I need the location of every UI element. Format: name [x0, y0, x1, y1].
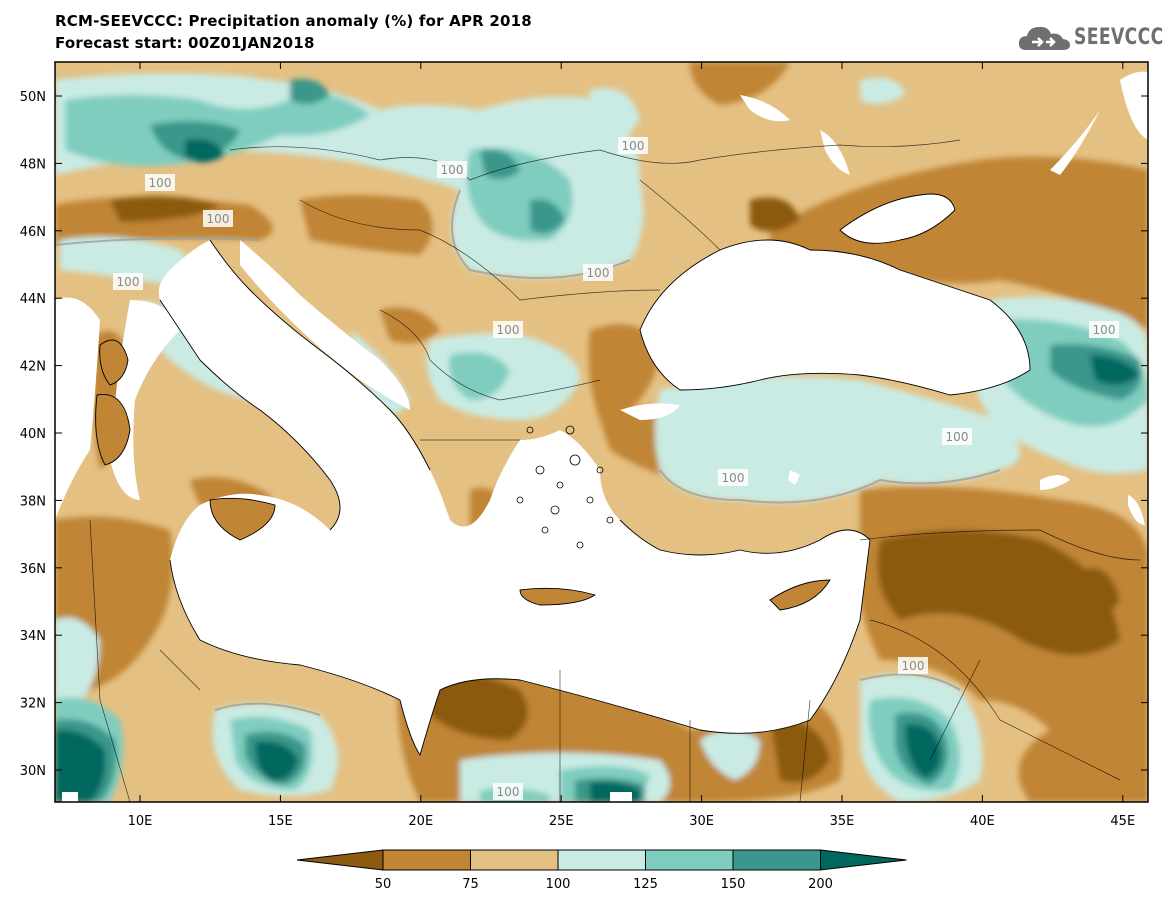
contour-label-bg [618, 137, 648, 154]
contour-label: 100 [587, 266, 610, 280]
colorbar-tick-label: 150 [721, 877, 746, 892]
lon-label: 10E [128, 814, 153, 829]
latitude-axis: 50N 48N 46N 44N 42N 40N 38N 36N 34N 32N 30N [20, 90, 1148, 779]
lon-label: 20E [408, 814, 433, 829]
colorbar-tick-label: 75 [462, 877, 479, 892]
contour-label: 100 [207, 212, 230, 226]
lat-label: 44N [20, 292, 46, 307]
contour-label: 100 [1093, 323, 1116, 337]
lon-label: 40E [970, 814, 995, 829]
contour-label-bg [493, 783, 523, 800]
lat-label: 32N [20, 697, 46, 712]
contour-label-bg [113, 273, 143, 290]
contour-labels: 100 100 100 100 100 100 100 100 100 100 100 100 [113, 137, 1119, 800]
contour-label: 100 [117, 275, 140, 289]
logo-text: SEEVCCC [1074, 25, 1164, 50]
contour-label-bg [583, 264, 613, 281]
colorbar-right-triangle [820, 849, 907, 871]
lon-label: 25E [549, 814, 574, 829]
contour-label-bg [718, 469, 748, 486]
colorbar-box [732, 849, 821, 871]
lon-label: 35E [830, 814, 855, 829]
contour-label: 100 [946, 430, 969, 444]
contour-label-bg [898, 657, 928, 674]
colorbar-box [557, 849, 646, 871]
lat-label: 38N [20, 494, 46, 509]
cloud-logo-icon [1018, 26, 1070, 50]
contour-label-bg [437, 161, 467, 178]
colorbar-tick-label: 100 [546, 877, 571, 892]
lat-label: 50N [20, 90, 46, 105]
contour-label-bg [493, 321, 523, 338]
contour-label-bg [203, 210, 233, 227]
lat-label: 46N [20, 225, 46, 240]
longitude-axis: 10E 15E 20E 25E 30E 35E 40E 45E [128, 62, 1135, 829]
colorbar-tick-label: 125 [633, 877, 658, 892]
colorbar-tick-label: 50 [375, 877, 392, 892]
lat-label: 40N [20, 427, 46, 442]
contour-label: 100 [722, 471, 745, 485]
lon-label: 45E [1110, 814, 1135, 829]
lat-label: 30N [20, 764, 46, 779]
colorbar-box [470, 849, 559, 871]
colorbar-box [645, 849, 734, 871]
colorbar-tick-label: 200 [808, 877, 833, 892]
lon-label: 15E [268, 814, 293, 829]
map-title: RCM-SEEVCCC: Precipitation anomaly (%) f… [55, 12, 532, 30]
lat-label: 48N [20, 157, 46, 172]
forecast-start-label: Forecast start: 00Z01JAN2018 [55, 34, 315, 52]
contour-label: 100 [441, 163, 464, 177]
colorbar: 50 75 100 125 150 200 [296, 849, 907, 892]
contour-label-bg [145, 174, 175, 191]
contour-label: 100 [497, 323, 520, 337]
colorbar-box [382, 849, 471, 871]
contour-label: 100 [497, 785, 520, 799]
contour-label: 100 [622, 139, 645, 153]
lat-label: 36N [20, 562, 46, 577]
lat-label: 42N [20, 360, 46, 375]
contour-label-bg [942, 428, 972, 445]
contour-label: 100 [149, 176, 172, 190]
lat-label: 34N [20, 629, 46, 644]
anomaly-field [55, 62, 1148, 802]
lon-label: 30E [689, 814, 714, 829]
plot-frame [54, 61, 1149, 803]
contour-label-bg [1089, 321, 1119, 338]
contour-label: 100 [902, 659, 925, 673]
colorbar-left-triangle [296, 849, 384, 871]
